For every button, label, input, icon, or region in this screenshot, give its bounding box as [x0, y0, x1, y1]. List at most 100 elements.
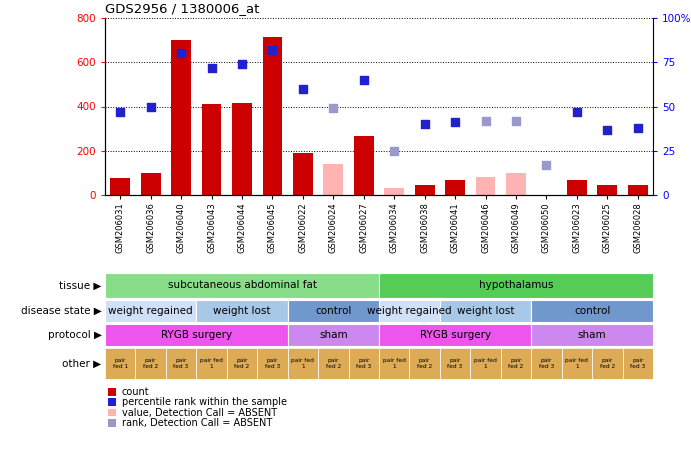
Text: rank, Detection Call = ABSENT: rank, Detection Call = ABSENT	[122, 418, 272, 428]
Bar	[440, 348, 471, 379]
Text: pair
fed 2: pair fed 2	[417, 358, 433, 369]
Text: pair
fed 2: pair fed 2	[509, 358, 524, 369]
Bar	[257, 348, 287, 379]
Text: control: control	[315, 306, 352, 316]
Bar	[379, 324, 531, 346]
Bar	[287, 300, 379, 322]
Bar	[506, 173, 526, 195]
Bar	[471, 348, 501, 379]
Text: pair
fed 3: pair fed 3	[630, 358, 645, 369]
Bar	[287, 324, 379, 346]
Bar	[531, 348, 562, 379]
Bar	[105, 273, 379, 298]
Text: weight lost: weight lost	[214, 306, 271, 316]
Point	[480, 117, 491, 125]
Point	[602, 126, 613, 133]
Point	[236, 60, 247, 68]
Point	[541, 161, 552, 169]
Point	[115, 108, 126, 116]
Bar	[628, 185, 647, 195]
Bar	[263, 37, 283, 195]
Bar	[567, 180, 587, 195]
Text: pair
fed 3: pair fed 3	[448, 358, 463, 369]
Bar	[354, 137, 374, 195]
Text: pair
fed 2: pair fed 2	[325, 358, 341, 369]
Bar	[598, 185, 617, 195]
Text: hypothalamus: hypothalamus	[479, 281, 553, 291]
Text: pair fed
1: pair fed 1	[292, 358, 314, 369]
Text: pair
fed 3: pair fed 3	[265, 358, 280, 369]
Bar	[348, 348, 379, 379]
Text: pair
fed 3: pair fed 3	[356, 358, 371, 369]
Text: pair
fed 1: pair fed 1	[113, 358, 128, 369]
Bar	[105, 348, 135, 379]
Text: GDS2956 / 1380006_at: GDS2956 / 1380006_at	[105, 2, 259, 16]
Bar	[379, 273, 653, 298]
Point	[267, 46, 278, 54]
Bar	[323, 164, 343, 195]
Bar	[415, 185, 435, 195]
Text: value, Detection Call = ABSENT: value, Detection Call = ABSENT	[122, 408, 277, 418]
Text: sham: sham	[578, 330, 607, 340]
Bar	[232, 103, 252, 195]
Bar	[445, 180, 465, 195]
Text: pair fed
1: pair fed 1	[565, 358, 588, 369]
Text: RYGB surgery: RYGB surgery	[419, 330, 491, 340]
Text: pair
fed 3: pair fed 3	[539, 358, 554, 369]
Text: disease state ▶: disease state ▶	[21, 306, 102, 316]
Text: control: control	[574, 306, 610, 316]
Bar	[384, 188, 404, 195]
Text: protocol ▶: protocol ▶	[48, 330, 102, 340]
Bar	[202, 104, 221, 195]
Bar	[135, 348, 166, 379]
Point	[571, 108, 583, 116]
Text: pair
fed 2: pair fed 2	[600, 358, 615, 369]
Bar	[105, 300, 196, 322]
Text: tissue ▶: tissue ▶	[59, 281, 102, 291]
Point	[206, 64, 217, 72]
Bar	[111, 178, 130, 195]
Bar	[141, 173, 160, 195]
Bar	[379, 348, 410, 379]
Point	[450, 118, 461, 126]
Bar	[475, 177, 495, 195]
Text: pair
fed 2: pair fed 2	[234, 358, 249, 369]
Text: count: count	[122, 387, 149, 397]
Point	[389, 147, 400, 155]
Point	[358, 76, 369, 84]
Text: other ▶: other ▶	[62, 358, 102, 368]
Bar	[227, 348, 257, 379]
Text: weight regained: weight regained	[108, 306, 193, 316]
Point	[419, 120, 430, 128]
Bar	[379, 300, 440, 322]
Text: weight regained: weight regained	[367, 306, 452, 316]
Text: pair
fed 3: pair fed 3	[173, 358, 189, 369]
Text: sham: sham	[319, 330, 348, 340]
Bar	[318, 348, 348, 379]
Bar	[531, 324, 653, 346]
Bar	[562, 348, 592, 379]
Bar	[293, 153, 313, 195]
Point	[297, 85, 308, 92]
Text: pair fed
1: pair fed 1	[474, 358, 497, 369]
Text: RYGB surgery: RYGB surgery	[161, 330, 232, 340]
Bar	[623, 348, 653, 379]
Text: weight lost: weight lost	[457, 306, 514, 316]
Bar	[592, 348, 623, 379]
Text: pair fed
1: pair fed 1	[200, 358, 223, 369]
Point	[328, 104, 339, 112]
Bar	[196, 300, 287, 322]
Bar	[287, 348, 318, 379]
Text: pair fed
1: pair fed 1	[383, 358, 406, 369]
Bar	[196, 348, 227, 379]
Bar	[105, 324, 287, 346]
Point	[176, 50, 187, 57]
Point	[511, 117, 522, 125]
Text: percentile rank within the sample: percentile rank within the sample	[122, 397, 287, 407]
Bar	[171, 40, 191, 195]
Bar	[410, 348, 440, 379]
Bar	[440, 300, 531, 322]
Text: pair
fed 2: pair fed 2	[143, 358, 158, 369]
Point	[145, 103, 156, 110]
Text: subcutaneous abdominal fat: subcutaneous abdominal fat	[167, 281, 316, 291]
